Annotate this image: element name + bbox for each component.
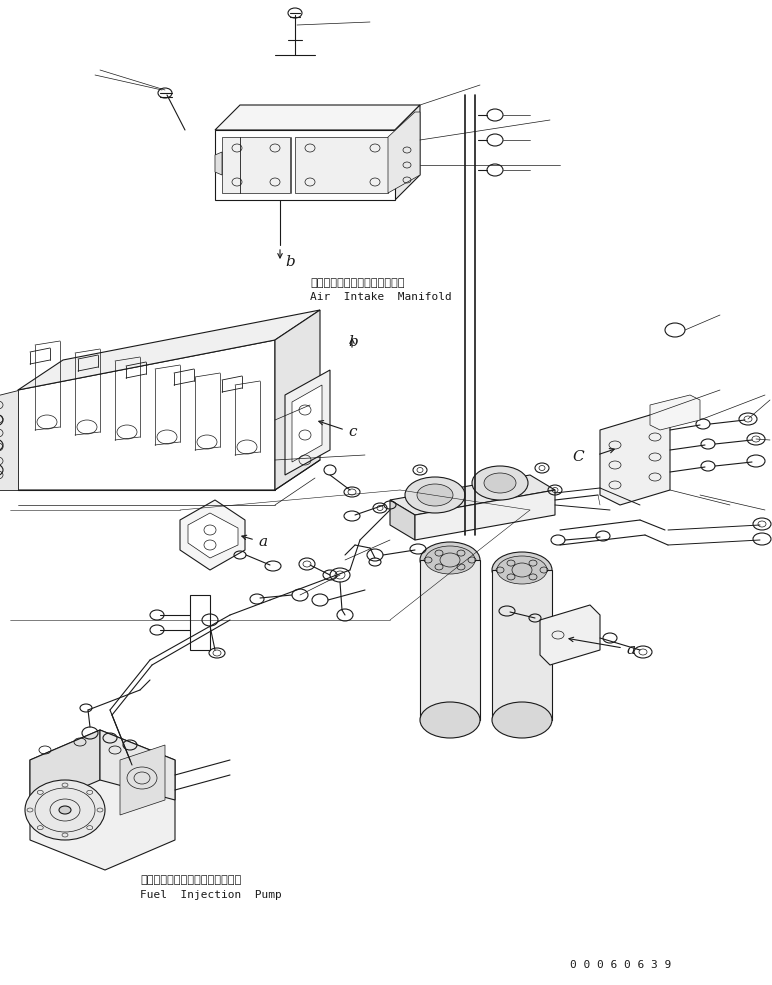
Polygon shape [215,130,395,200]
Polygon shape [30,730,100,810]
Ellipse shape [59,806,71,814]
Ellipse shape [25,780,105,840]
Polygon shape [215,152,222,175]
Ellipse shape [492,552,552,588]
Polygon shape [492,570,552,720]
Polygon shape [18,310,320,390]
Text: Fuel  Injection  Pump: Fuel Injection Pump [140,890,282,900]
Polygon shape [395,105,420,200]
Text: C: C [572,450,584,464]
Ellipse shape [484,473,516,493]
Text: a: a [626,643,635,657]
Polygon shape [285,370,330,475]
Polygon shape [120,745,165,815]
Ellipse shape [420,702,480,738]
Polygon shape [215,105,420,130]
Polygon shape [390,500,415,540]
Text: b: b [285,255,295,269]
Ellipse shape [417,484,453,506]
Polygon shape [275,310,320,490]
Polygon shape [420,560,480,720]
Ellipse shape [405,477,465,513]
Polygon shape [30,730,175,870]
Ellipse shape [420,542,480,578]
Polygon shape [292,385,322,462]
Polygon shape [540,605,600,665]
Polygon shape [100,730,175,800]
Text: Air  Intake  Manifold: Air Intake Manifold [310,292,452,302]
Polygon shape [388,112,420,193]
Text: a: a [258,535,267,549]
Polygon shape [18,340,275,490]
Polygon shape [188,513,238,558]
Polygon shape [415,490,555,540]
Polygon shape [295,137,388,193]
Polygon shape [650,395,700,430]
Ellipse shape [497,556,547,584]
Polygon shape [390,475,555,515]
Ellipse shape [425,546,475,574]
Text: フェエルインジェクションポンプ: フェエルインジェクションポンプ [140,875,241,885]
Text: b: b [348,335,357,349]
Polygon shape [180,500,245,570]
Polygon shape [600,415,670,505]
Text: c: c [348,425,357,439]
Ellipse shape [492,702,552,738]
Text: 0 0 0 6 0 6 3 9: 0 0 0 6 0 6 3 9 [570,960,671,970]
Bar [190,595,210,650]
Polygon shape [222,137,290,193]
Text: エアーインテークマニホールド: エアーインテークマニホールド [310,278,405,288]
Ellipse shape [472,466,528,500]
Polygon shape [0,390,18,490]
